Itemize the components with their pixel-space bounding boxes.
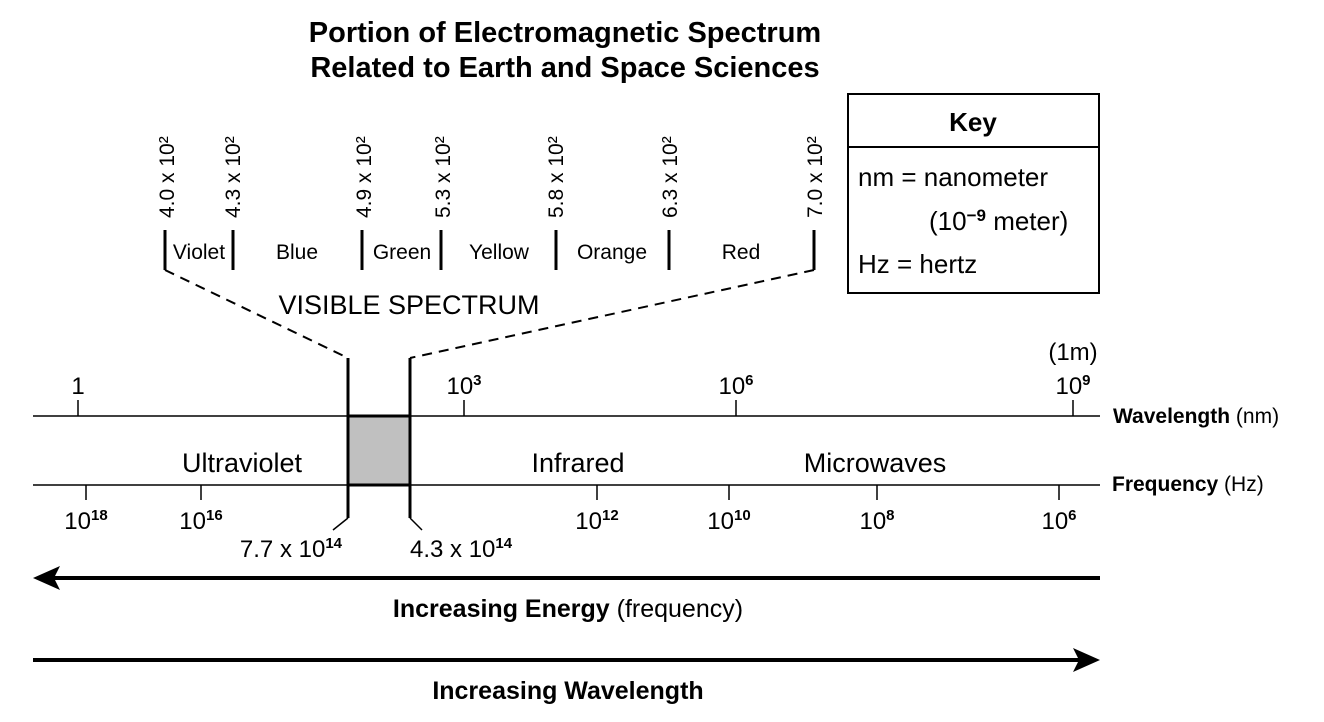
visible-low-frequency-label: 7.7 x 1014	[240, 535, 343, 563]
color-label-blue: Blue	[276, 241, 318, 264]
frequency-tick-label: 1018	[64, 507, 107, 535]
color-label-red: Red	[722, 241, 761, 264]
color-label-orange: Orange	[577, 241, 647, 264]
visible-tick-label: 7.0 x 10²	[804, 136, 827, 218]
band-label-ultraviolet: Ultraviolet	[182, 448, 303, 478]
visible-tick-label: 4.0 x 10²	[156, 136, 179, 218]
increasing-energy-arrow	[33, 566, 1100, 590]
wavelength-tick-label: 103	[446, 372, 481, 400]
color-label-yellow: Yellow	[469, 241, 530, 264]
visible-band	[346, 414, 412, 487]
wavelength-axis-label: Wavelength (nm)	[1113, 405, 1279, 428]
visible-boundary-ticks	[163, 230, 816, 270]
frequency-tick-label: 106	[1041, 507, 1076, 535]
key-hz-line: Hz = hertz	[858, 249, 977, 279]
visible-tick-labels: 4.0 x 10² 4.3 x 10² 4.9 x 10² 5.3 x 10² …	[156, 136, 827, 218]
visible-color-labels: Violet Blue Green Yellow Orange Red	[173, 241, 760, 264]
visible-high-frequency-label: 4.3 x 1014	[410, 535, 513, 563]
increasing-wavelength-label: Increasing Wavelength	[432, 677, 703, 705]
key-nm-line: nm = nanometer	[858, 162, 1048, 192]
band-label-infrared: Infrared	[531, 448, 624, 478]
title-line-2: Related to Earth and Space Sciences	[310, 52, 819, 84]
wavelength-tick-label: 1	[71, 373, 84, 400]
wavelength-ticks: 1 103 106 109 (1m)	[71, 339, 1098, 416]
key-nm-definition: (10−9 meter)	[929, 206, 1068, 236]
color-label-green: Green	[373, 241, 431, 264]
frequency-tick-label: 1012	[575, 507, 618, 535]
wavelength-tick-label: 106	[718, 372, 753, 400]
increasing-energy-label: Increasing Energy (frequency)	[393, 595, 743, 623]
wavelength-tick-label: 109	[1055, 372, 1090, 400]
band-label-microwaves: Microwaves	[804, 448, 947, 478]
visible-low-leader	[332, 517, 349, 531]
visible-tick-label: 4.3 x 10²	[222, 136, 245, 218]
frequency-ticks: 1018 1016 1012 1010 108 106	[64, 485, 1077, 535]
key-heading: Key	[949, 107, 997, 137]
key-border	[847, 93, 1100, 294]
visible-tick-label: 5.3 x 10²	[432, 136, 455, 218]
frequency-tick-label: 1016	[179, 507, 222, 535]
visible-tick-label: 6.3 x 10²	[659, 136, 682, 218]
visible-tick-label: 5.8 x 10²	[545, 136, 568, 218]
visible-high-leader	[409, 517, 423, 531]
visible-tick-label: 4.9 x 10²	[353, 136, 376, 218]
visible-spectrum-label: VISIBLE SPECTRUM	[278, 290, 539, 320]
wavelength-extra-label: (1m)	[1048, 339, 1097, 366]
increasing-wavelength-arrow	[33, 648, 1100, 672]
arrow-left-icon	[33, 566, 60, 590]
title-line-1: Portion of Electromagnetic Spectrum	[309, 17, 821, 49]
key-box: Key nm = nanometer (10−9 meter) Hz = her…	[847, 93, 1100, 294]
color-label-violet: Violet	[173, 241, 225, 264]
frequency-axis-label: Frequency (Hz)	[1112, 473, 1264, 496]
arrow-right-icon	[1073, 648, 1100, 672]
frequency-tick-label: 108	[859, 507, 894, 535]
visible-connector-right	[409, 269, 815, 359]
frequency-tick-label: 1010	[707, 507, 750, 535]
